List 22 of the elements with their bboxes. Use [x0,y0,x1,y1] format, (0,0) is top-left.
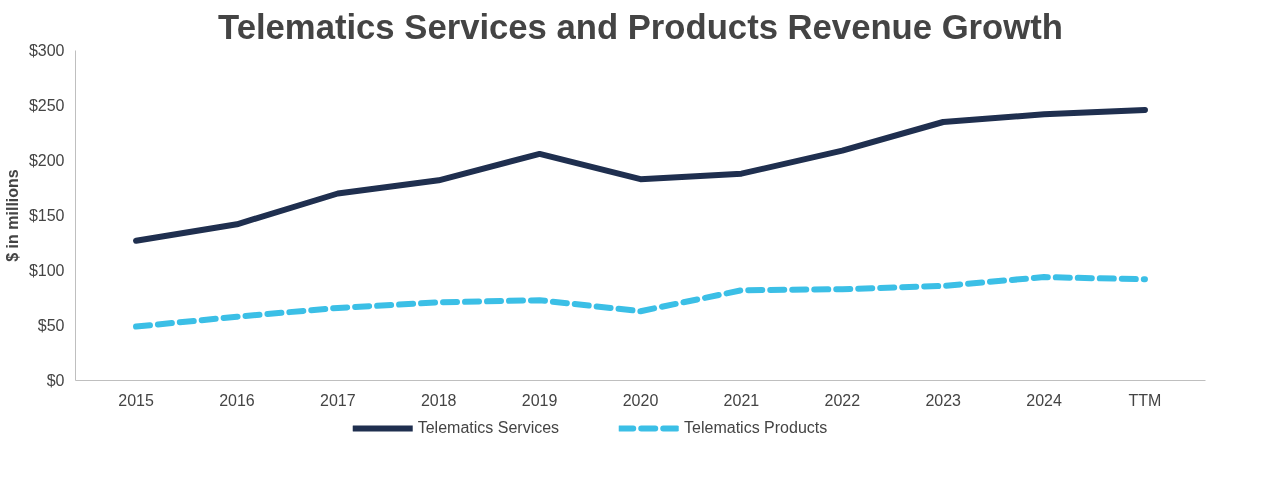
x-tick-label: 2018 [420,391,457,409]
y-tick-label: $200 [28,152,65,169]
x-tick-label: 2023 [925,391,962,409]
y-tick-label: $300 [28,42,65,59]
x-tick-label: 2019 [521,391,558,409]
x-tick-label: TTM [1128,391,1162,409]
y-tick-label: $100 [28,262,65,279]
x-tick-label: 2020 [622,391,659,409]
x-tick-label: 2022 [824,391,861,409]
y-tick-label: $50 [37,317,65,334]
x-tick-label: 2016 [219,391,255,409]
legend-label: Telematics Services [417,419,560,437]
x-tick-label: 2021 [723,391,760,409]
legend-label: Telematics Products [684,419,828,437]
y-tick-label: $250 [28,97,65,114]
y-axis-title: $ in millions [3,169,21,262]
x-tick-label: 2015 [118,391,154,409]
x-tick-label: 2024 [1026,391,1062,409]
chart-title: Telematics Services and Products Revenue Growth [218,7,1063,46]
x-tick-label: 2017 [320,391,356,409]
y-tick-label: $150 [28,207,65,224]
y-tick-label: $0 [46,372,65,389]
